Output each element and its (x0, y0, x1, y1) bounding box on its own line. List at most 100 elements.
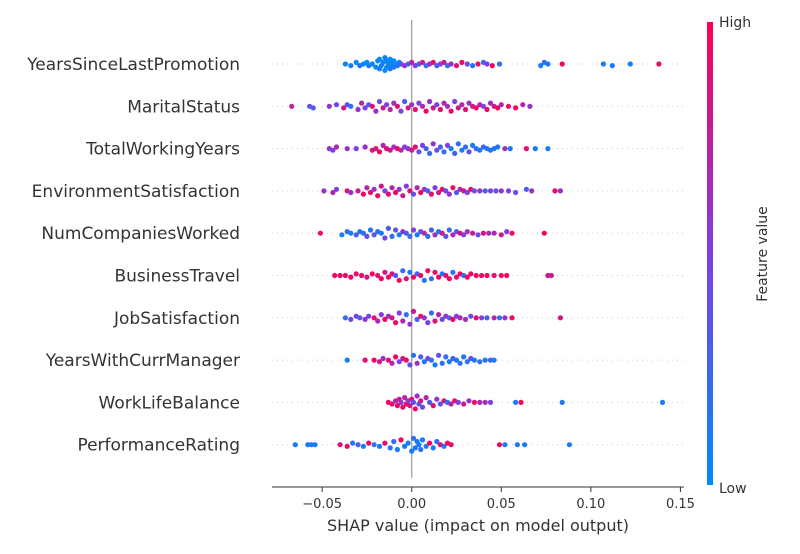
shap-point (403, 183, 409, 189)
shap-point (400, 404, 406, 410)
shap-point (527, 103, 533, 109)
shap-point (459, 59, 465, 65)
shap-point (443, 233, 449, 239)
shap-point (410, 191, 417, 197)
shap-point (355, 442, 361, 448)
shap-point (348, 316, 354, 322)
shap-point (432, 185, 438, 191)
shap-point (396, 310, 402, 316)
shap-point (321, 188, 327, 194)
shap-point (407, 233, 413, 239)
shap-point (513, 399, 519, 405)
shap-point (446, 359, 452, 365)
shap-point (453, 63, 460, 69)
shap-point (432, 318, 438, 324)
shap-point (482, 357, 488, 363)
shap-point (462, 316, 469, 322)
shap-point (418, 446, 424, 453)
shap-point (532, 146, 538, 152)
shap-points (289, 55, 666, 454)
shap-point (504, 272, 510, 279)
shap-point (443, 272, 449, 279)
shap-point (373, 108, 379, 114)
shap-point (378, 183, 384, 189)
shap-point (337, 442, 343, 448)
shap-point (403, 230, 409, 236)
shap-point (407, 321, 413, 327)
shap-point (487, 399, 494, 405)
shap-point (355, 188, 361, 194)
shap-point (403, 357, 409, 363)
shap-point (360, 191, 366, 197)
colorbar-title: Feature value (755, 206, 771, 302)
shap-point (507, 146, 513, 152)
shap-point (410, 352, 417, 358)
shap-point (502, 146, 508, 152)
shap-point (342, 315, 348, 321)
shap-point (407, 362, 413, 368)
shap-point (470, 142, 476, 148)
shap-point (391, 100, 397, 106)
shap-point (425, 233, 431, 239)
shap-point (502, 315, 508, 321)
shap-point (344, 357, 350, 363)
shap-point (400, 318, 406, 324)
shap-point (344, 146, 350, 152)
shap-point (548, 272, 555, 279)
shap-point (403, 276, 409, 282)
shap-point (418, 354, 424, 360)
shap-point (491, 230, 497, 236)
shap-point (410, 274, 417, 280)
shap-point (371, 357, 377, 363)
shap-point (418, 189, 424, 196)
shap-point (462, 144, 469, 150)
shap-point (344, 443, 350, 449)
shap-point (398, 437, 404, 443)
shap-point (541, 230, 547, 236)
shap-point (407, 269, 413, 275)
shap-point (385, 274, 391, 280)
shap-point (362, 144, 368, 150)
shap-point (378, 276, 384, 282)
shap-point (305, 442, 311, 448)
shap-point (402, 395, 408, 401)
shap-point (326, 103, 332, 109)
shap-point (464, 229, 470, 235)
shap-point (380, 105, 386, 111)
shap-point (362, 105, 368, 111)
shap-point (330, 189, 336, 196)
shap-point (407, 403, 413, 409)
shap-point (382, 440, 388, 446)
shap-point (498, 188, 504, 194)
shap-point (470, 63, 476, 69)
shap-point (441, 149, 447, 155)
shap-point (396, 277, 402, 283)
shap-point (520, 102, 526, 108)
shap-point (496, 442, 503, 448)
shap-point (437, 144, 443, 150)
shap-point (498, 232, 504, 238)
shap-point (498, 102, 504, 108)
shap-point (434, 147, 440, 153)
shap-point (477, 399, 483, 405)
shap-point (353, 232, 359, 238)
shap-point (427, 440, 433, 446)
shap-point (495, 144, 501, 150)
shap-point (342, 272, 348, 279)
shap-point (484, 61, 490, 67)
shap-point (659, 399, 666, 405)
shap-point (487, 357, 494, 363)
shap-point (414, 232, 420, 238)
shap-point (428, 227, 434, 233)
shap-point (457, 360, 463, 366)
shap-point (505, 188, 512, 194)
shap-point (428, 276, 434, 282)
shap-point (529, 188, 535, 194)
shap-point (362, 316, 368, 322)
feature-label: YearsSinceLastPromotion (26, 55, 240, 75)
shap-point (369, 61, 375, 67)
shap-point (427, 150, 433, 156)
shap-point (409, 147, 415, 153)
